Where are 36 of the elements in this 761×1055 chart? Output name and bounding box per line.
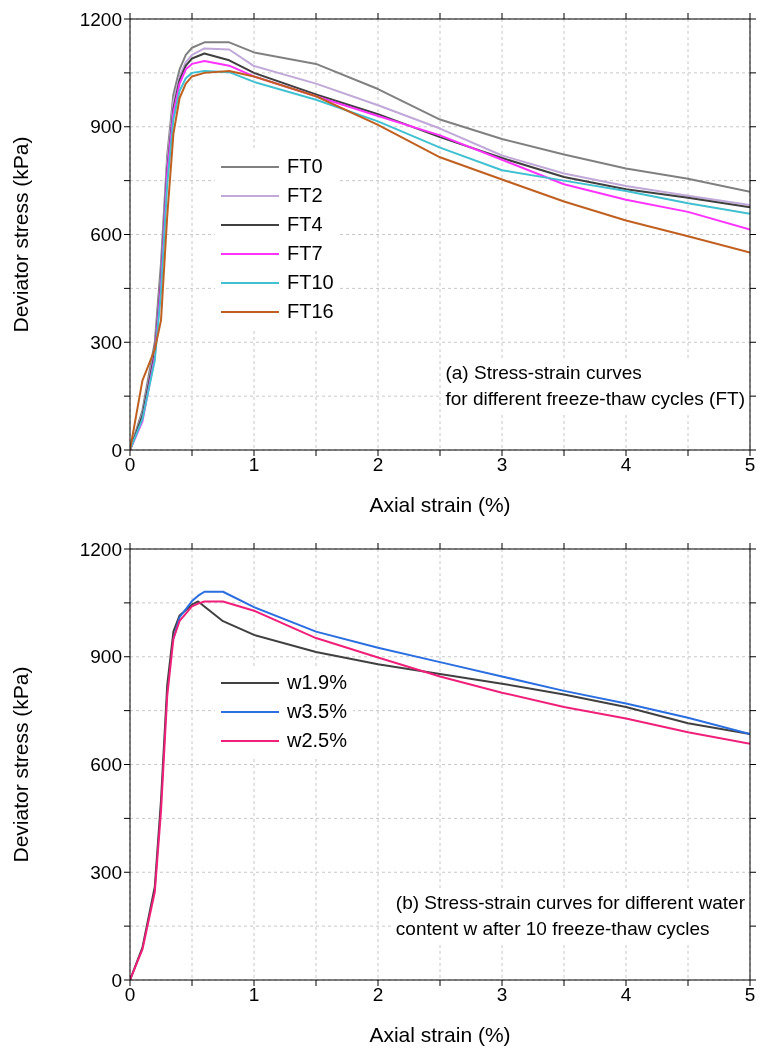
x-tick-label: 4 [620, 984, 632, 1006]
y-tick-label: 0 [111, 439, 122, 461]
legend-label: FT16 [287, 299, 334, 324]
legend-label: FT4 [287, 212, 323, 237]
x-tick-label: 2 [372, 984, 384, 1006]
x-tick-label: 3 [496, 454, 508, 476]
annotation: (b) Stress-strain curves for different water content w after 10 freeze-thaw cycles [391, 890, 749, 942]
y-tick-label: 1200 [79, 538, 122, 560]
legend-label: FT10 [287, 270, 334, 295]
legend-label: FT0 [287, 154, 323, 179]
x-tick-label: 1 [248, 984, 260, 1006]
line-series [172, 590, 750, 735]
x-tick-label: 4 [620, 454, 632, 476]
y-tick-label: 900 [90, 116, 122, 138]
x-tick-label: 5 [744, 984, 756, 1006]
y-axis-title: Deviator stress (kPa) [9, 666, 33, 863]
x-tick-label: 1 [248, 454, 260, 476]
y-tick-label: 600 [90, 754, 122, 776]
x-axis-title: Axial strain (%) [369, 493, 511, 516]
x-tick-label: 5 [744, 454, 756, 476]
legend-label: w2.5% [287, 728, 348, 753]
y-axis-title: Deviator stress (kPa) [9, 136, 33, 333]
y-tick-label: 0 [111, 969, 122, 991]
x-tick-label: 3 [496, 984, 508, 1006]
legend-label: FT2 [287, 183, 323, 208]
annotation: (a) Stress-strain curves for different freeze-thaw cycles (FT) [441, 360, 749, 412]
y-tick-label: 900 [90, 646, 122, 668]
y-tick-label: 300 [90, 331, 122, 353]
y-tick-label: 300 [90, 861, 122, 883]
x-tick-label: 2 [372, 454, 384, 476]
legend-label: w1.9% [287, 670, 348, 695]
x-axis-title: Axial strain (%) [369, 1023, 511, 1046]
legend-label: w3.5% [287, 699, 348, 724]
legend-label: FT7 [287, 241, 323, 266]
y-tick-label: 1200 [79, 8, 122, 30]
y-tick-label: 600 [90, 224, 122, 246]
